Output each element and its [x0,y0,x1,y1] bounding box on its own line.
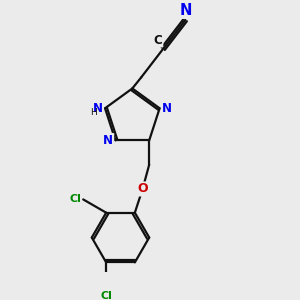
Text: Cl: Cl [69,194,81,204]
Text: N: N [93,102,103,115]
Text: N: N [103,134,113,147]
Text: N: N [162,102,172,115]
Text: O: O [137,182,148,196]
Text: N: N [179,3,191,18]
Text: C: C [154,34,162,46]
Text: H: H [90,108,97,117]
Text: Cl: Cl [100,291,112,300]
